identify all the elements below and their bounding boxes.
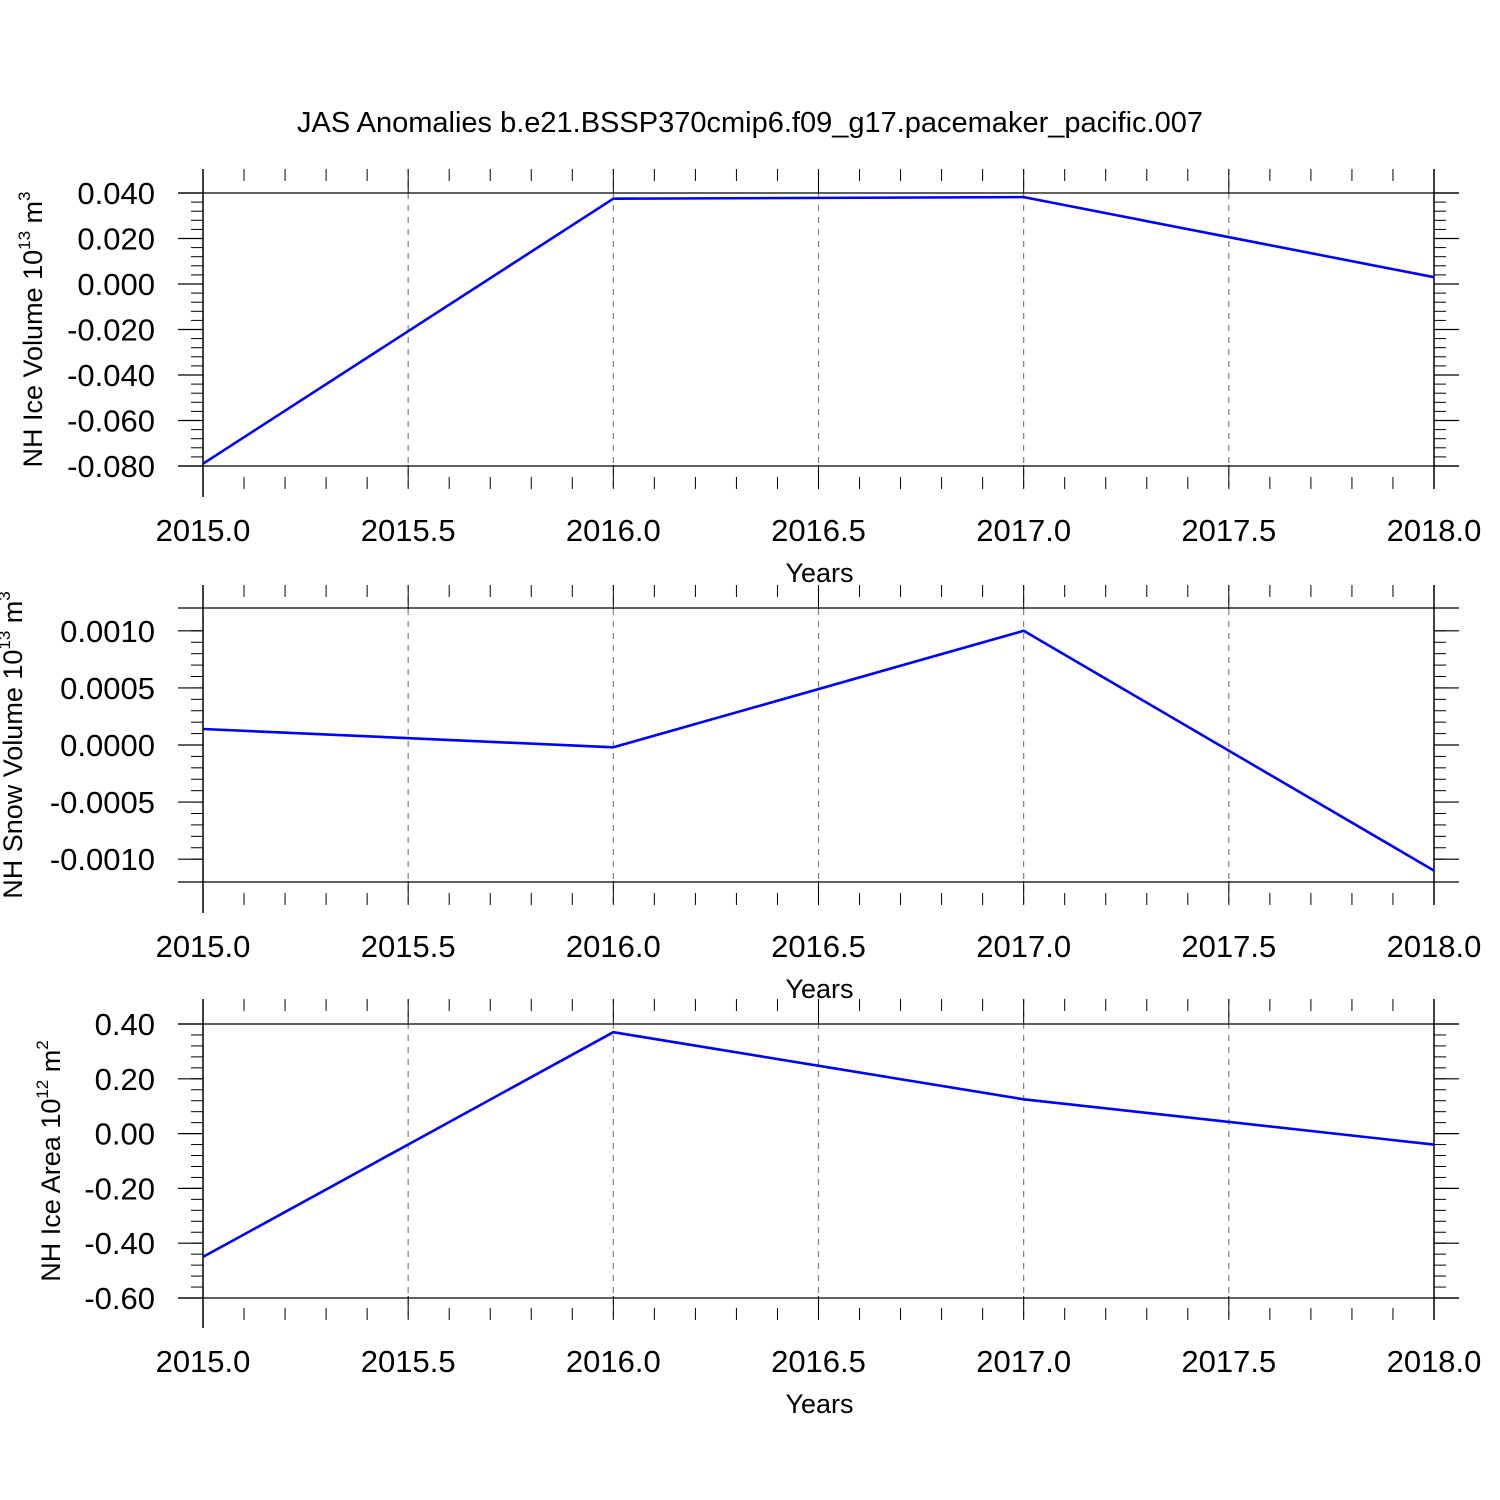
x-tick-label: 2018.0 <box>1387 929 1482 964</box>
y-tick-label: -0.40 <box>84 1226 155 1261</box>
y-tick-label: -0.60 <box>84 1281 155 1316</box>
x-axis-label: Years <box>785 1389 853 1419</box>
y-axis-label-unit: m <box>0 601 28 631</box>
panel-1: 0.0400.0200.000-0.020-0.040-0.060-0.0802… <box>15 169 1481 588</box>
x-tick-label: 2017.5 <box>1181 929 1276 964</box>
x-tick-label: 2015.0 <box>156 929 251 964</box>
x-tick-label: 2017.5 <box>1181 1344 1276 1379</box>
x-tick-label: 2017.0 <box>976 929 1071 964</box>
x-tick-label: 2016.0 <box>566 513 661 548</box>
y-tick-label: -0.20 <box>84 1171 155 1206</box>
x-tick-label: 2016.5 <box>771 1344 866 1379</box>
y-axis-label-exponent: 12 <box>33 1080 52 1099</box>
panel-2: 0.0010 0.0005 0.0000 -0.0005 -0.0010 2015.0 20… <box>0 585 1481 1004</box>
y-tick-label: 0.0010 <box>60 614 155 649</box>
x-tick-label: 2016.0 <box>566 929 661 964</box>
y-axis-label-unit: m <box>36 1050 66 1080</box>
series-line <box>202 629 1435 872</box>
x-tick-label: 2016.0 <box>566 1344 661 1379</box>
x-tick-label: 2015.0 <box>156 1344 251 1379</box>
y-tick-label: 0.0005 <box>60 671 155 706</box>
x-tick-label: 2018.0 <box>1387 1344 1482 1379</box>
y-tick-label: 0.20 <box>95 1062 155 1097</box>
y-axis-label-base: NH Ice Volume 10 <box>18 250 48 468</box>
y-axis-label-unit-exponent: 3 <box>0 591 14 600</box>
y-tick-label: 0.000 <box>77 267 155 302</box>
y-tick-label: 0.020 <box>77 222 155 257</box>
y-axis-label: NH Ice Area 1012 m2 <box>33 1040 66 1281</box>
y-tick-label: -0.0005 <box>50 785 155 820</box>
x-tick-label: 2016.5 <box>771 513 866 548</box>
y-tick-label: 0.00 <box>95 1117 155 1152</box>
x-tick-label: 2015.5 <box>361 513 456 548</box>
y-axis-label-exponent: 13 <box>15 231 34 250</box>
x-tick-label: 2015.5 <box>361 929 456 964</box>
y-axis-label: NH Ice Volume 1013 m3 <box>15 192 48 468</box>
x-tick-label: 2017.5 <box>1181 513 1276 548</box>
y-tick-label: -0.0010 <box>50 842 155 877</box>
y-axis-label-base: NH Snow Volume 10 <box>0 650 28 899</box>
y-tick-label: -0.060 <box>67 404 155 439</box>
x-tick-label: 2018.0 <box>1387 513 1482 548</box>
y-axis-label-unit: m <box>18 201 48 231</box>
x-axis-label: Years <box>785 974 853 1004</box>
x-tick-label: 2017.0 <box>976 513 1071 548</box>
panels: 0.0400.0200.000-0.020-0.040-0.060-0.0802… <box>0 169 1481 1419</box>
y-tick-label: -0.040 <box>67 358 155 393</box>
figure-title: JAS Anomalies b.e21.BSSP370cmip6.f09_g17… <box>297 107 1203 139</box>
series-line <box>202 195 1435 465</box>
y-tick-label: 0.0000 <box>60 728 155 763</box>
x-tick-label: 2017.0 <box>976 1344 1071 1379</box>
y-axis-label-exponent: 13 <box>0 631 14 650</box>
y-axis-label-unit-exponent: 3 <box>15 192 34 201</box>
x-tick-label: 2015.0 <box>156 513 251 548</box>
series-line <box>202 1030 1435 1259</box>
y-tick-label: 0.040 <box>77 176 155 211</box>
y-tick-label: 0.40 <box>95 1007 155 1042</box>
x-axis-label: Years <box>785 558 853 588</box>
y-tick-label: -0.020 <box>67 313 155 348</box>
y-axis-label: NH Snow Volume 1013 m3 <box>0 591 28 899</box>
x-tick-label: 2016.5 <box>771 929 866 964</box>
y-axis-label-base: NH Ice Area 10 <box>36 1099 66 1282</box>
y-tick-label: -0.080 <box>67 449 155 484</box>
y-axis-label-unit-exponent: 2 <box>33 1040 52 1049</box>
x-tick-label: 2015.5 <box>361 1344 456 1379</box>
